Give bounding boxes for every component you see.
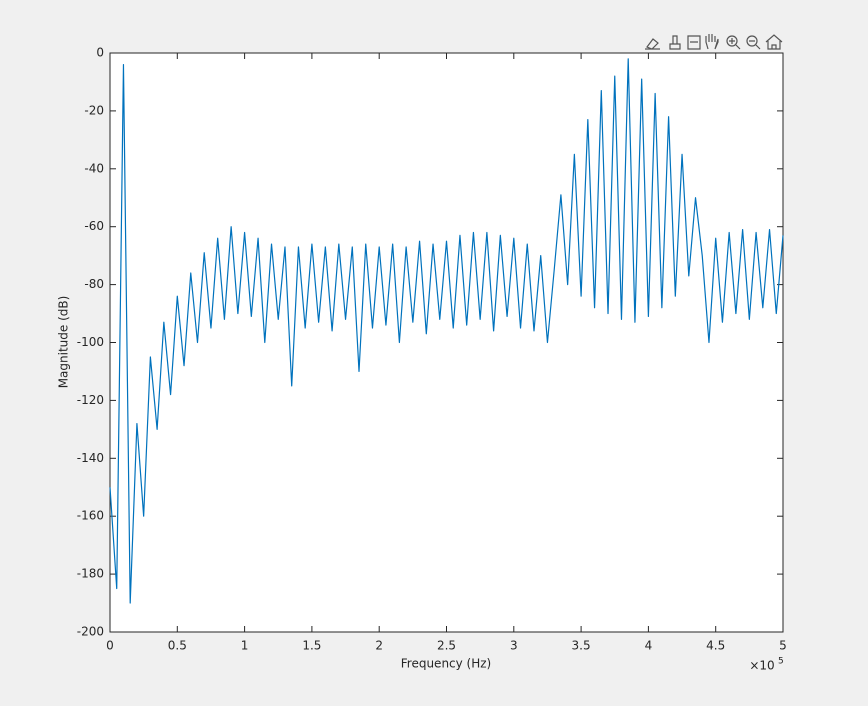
x-tick-label: 4 [645,639,653,653]
pan-icon[interactable] [705,34,719,50]
datatip-icon[interactable] [669,35,681,50]
x-multiplier: ×10 [749,659,774,673]
y-tick-label: -140 [77,451,104,465]
y-tick-label: -160 [77,509,104,523]
y-tick-label: -80 [84,277,104,291]
x-tick-label: 0.5 [168,639,187,653]
x-tick-label: 5 [779,639,787,653]
axes [109,52,784,633]
x-tick-label: 4.5 [706,639,725,653]
x-tick-label: 3.5 [572,639,591,653]
toolbar[interactable] [645,34,783,50]
y-tick-label: 0 [96,46,104,60]
brush-icon[interactable] [645,38,660,50]
legend-icon[interactable] [687,35,701,50]
zoom-in-icon[interactable] [726,35,741,50]
x-tick-label: 1 [241,639,249,653]
y-tick-label: -180 [77,567,104,581]
y-tick-label: -120 [77,393,104,407]
x-multiplier-exponent: 5 [778,657,784,667]
zoom-out-icon[interactable] [746,35,761,50]
home-icon[interactable] [765,34,783,50]
spectrum-line [109,58,784,604]
y-tick-label: -20 [84,103,104,117]
y-tick-label: -60 [84,219,104,233]
x-tick-label: 2 [375,639,383,653]
x-tick-label: 2.5 [437,639,456,653]
y-tick-label: -200 [77,625,104,639]
x-tick-label: 3 [510,639,518,653]
y-axis-label: Magnitude (dB) [57,296,71,389]
x-tick-label: 0 [106,639,114,653]
y-tick-label: -40 [84,161,104,175]
x-tick-label: 1.5 [302,639,321,653]
y-tick-label: -100 [77,335,104,349]
x-axis-label: Frequency (Hz) [401,657,492,671]
